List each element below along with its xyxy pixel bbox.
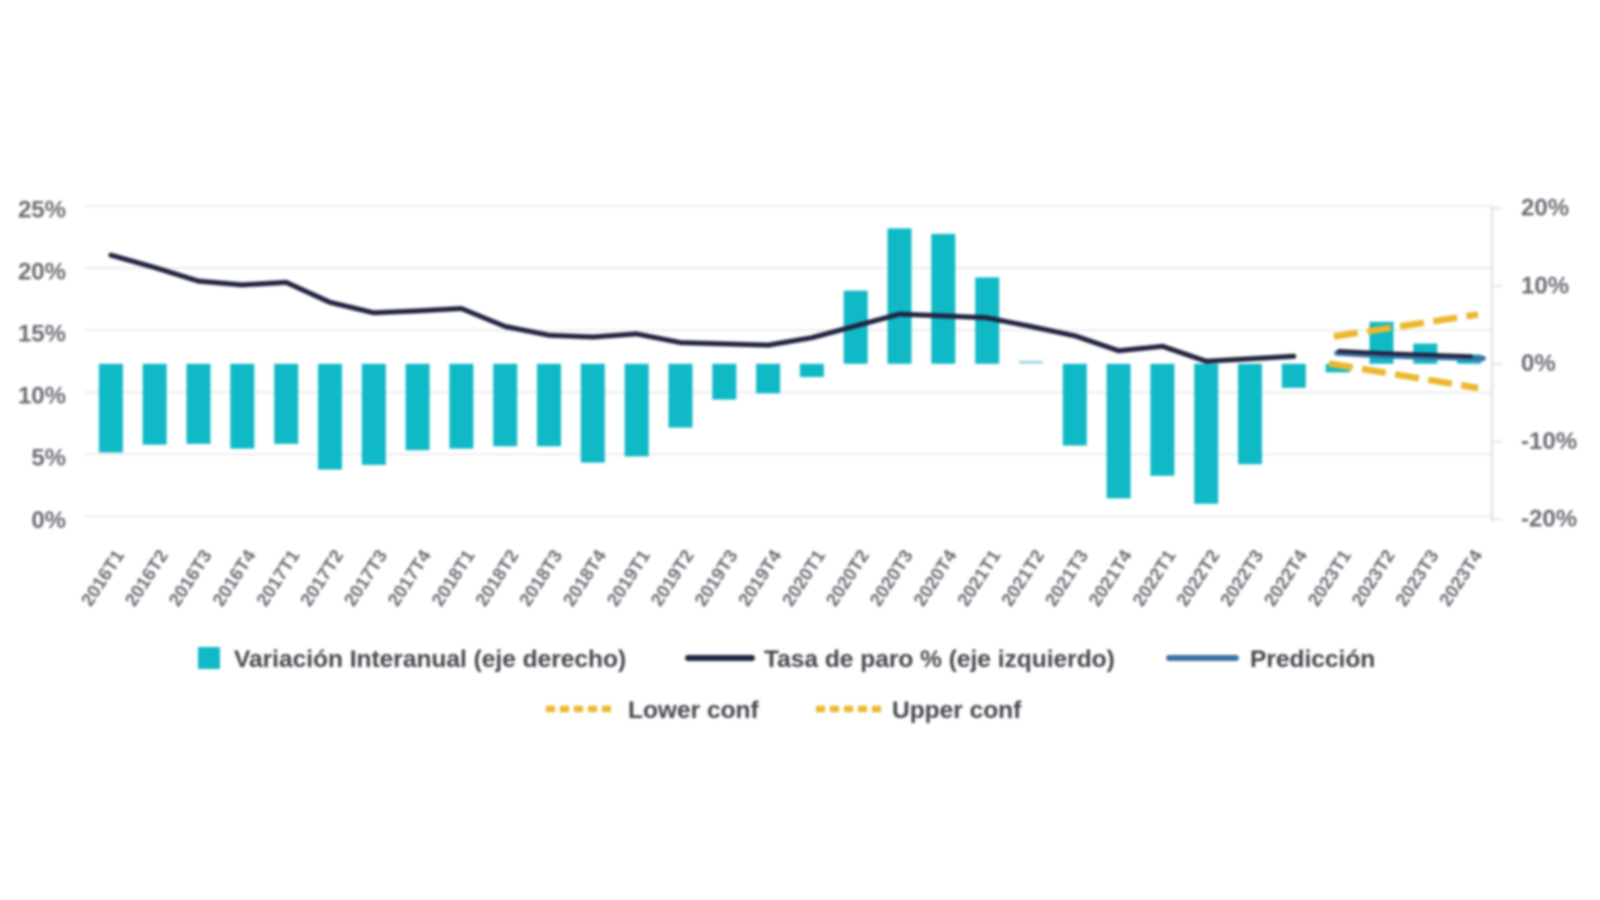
svg-text:2016T4: 2016T4 (208, 545, 260, 610)
svg-text:2021T2: 2021T2 (997, 546, 1049, 610)
svg-text:2022T4: 2022T4 (1259, 545, 1311, 610)
svg-text:2018T1: 2018T1 (427, 546, 479, 610)
svg-text:2016T2: 2016T2 (120, 546, 172, 610)
svg-text:2020T2: 2020T2 (821, 546, 873, 610)
svg-text:2018T2: 2018T2 (471, 546, 523, 610)
svg-text:Predicción: Predicción (1250, 646, 1375, 673)
svg-text:2022T3: 2022T3 (1216, 546, 1268, 610)
svg-text:Lower conf: Lower conf (628, 697, 760, 724)
svg-text:Tasa de paro % (eje izquierdo): Tasa de paro % (eje izquierdo) (764, 646, 1115, 673)
svg-text:2018T3: 2018T3 (515, 546, 567, 610)
svg-text:10%: 10% (18, 383, 66, 410)
svg-text:2023T4: 2023T4 (1435, 545, 1487, 610)
svg-text:2023T1: 2023T1 (1303, 546, 1355, 610)
svg-text:2016T1: 2016T1 (76, 546, 128, 610)
svg-text:2021T3: 2021T3 (1040, 546, 1092, 610)
svg-text:2017T3: 2017T3 (339, 546, 391, 610)
svg-text:2020T3: 2020T3 (865, 546, 917, 610)
svg-text:2020T1: 2020T1 (777, 546, 829, 610)
svg-text:-20%: -20% (1521, 506, 1577, 533)
svg-text:0%: 0% (1521, 350, 1556, 377)
svg-text:2019T3: 2019T3 (690, 546, 742, 610)
svg-text:2017T2: 2017T2 (296, 546, 348, 610)
svg-text:10%: 10% (1521, 272, 1569, 299)
svg-text:Upper conf: Upper conf (892, 697, 1022, 724)
svg-text:0%: 0% (31, 507, 66, 534)
svg-text:2022T1: 2022T1 (1128, 546, 1180, 610)
svg-text:15%: 15% (18, 321, 66, 348)
svg-text:-10%: -10% (1521, 428, 1577, 455)
svg-text:2021T4: 2021T4 (1084, 545, 1136, 610)
svg-text:2018T4: 2018T4 (558, 545, 610, 610)
svg-text:2021T1: 2021T1 (953, 546, 1005, 610)
svg-text:2019T2: 2019T2 (646, 546, 698, 610)
svg-text:2023T2: 2023T2 (1347, 546, 1399, 610)
svg-text:2019T1: 2019T1 (602, 546, 654, 610)
svg-text:20%: 20% (18, 258, 66, 285)
svg-text:2023T3: 2023T3 (1391, 546, 1443, 610)
svg-text:20%: 20% (1521, 195, 1569, 222)
svg-text:5%: 5% (31, 445, 66, 472)
svg-text:2017T4: 2017T4 (383, 545, 435, 610)
svg-text:2020T4: 2020T4 (909, 545, 961, 610)
svg-text:Variación Interanual (eje dere: Variación Interanual (eje derecho) (234, 646, 626, 673)
svg-text:2017T1: 2017T1 (252, 546, 304, 610)
svg-text:2016T3: 2016T3 (164, 546, 216, 610)
svg-text:25%: 25% (18, 196, 66, 223)
svg-text:2022T2: 2022T2 (1172, 546, 1224, 610)
svg-text:2019T4: 2019T4 (734, 545, 786, 610)
